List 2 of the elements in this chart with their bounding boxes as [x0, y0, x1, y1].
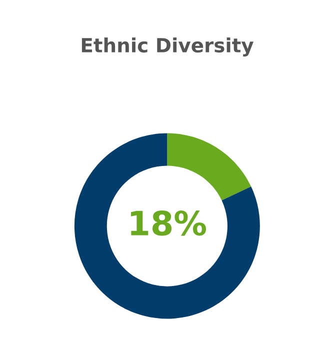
data-label: 18%	[131, 210, 206, 236]
chart-title: Ethnic Diversity	[82, 38, 254, 56]
